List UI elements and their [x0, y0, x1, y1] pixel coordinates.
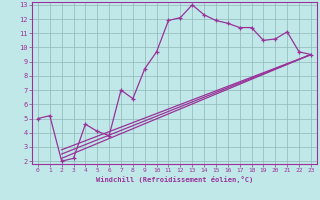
X-axis label: Windchill (Refroidissement éolien,°C): Windchill (Refroidissement éolien,°C) — [96, 176, 253, 183]
